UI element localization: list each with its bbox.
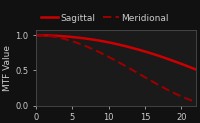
Line: Meridional: Meridional bbox=[36, 35, 196, 102]
Meridional bbox=[195, 101, 197, 103]
Y-axis label: MTF Value: MTF Value bbox=[3, 45, 12, 91]
Sagittal bbox=[130, 47, 132, 48]
Sagittal bbox=[121, 45, 124, 46]
Sagittal bbox=[35, 34, 37, 36]
Meridional bbox=[112, 58, 114, 60]
Meridional bbox=[111, 58, 113, 59]
Sagittal bbox=[112, 43, 114, 44]
Meridional bbox=[35, 34, 37, 36]
Sagittal bbox=[191, 67, 193, 69]
Line: Sagittal: Sagittal bbox=[36, 35, 196, 69]
Sagittal bbox=[195, 69, 197, 70]
Meridional bbox=[121, 64, 124, 65]
Meridional bbox=[191, 100, 193, 101]
Sagittal bbox=[111, 42, 113, 44]
Legend: Sagittal, Meridional: Sagittal, Meridional bbox=[41, 13, 170, 23]
Meridional bbox=[130, 69, 132, 70]
Meridional bbox=[166, 89, 168, 90]
Sagittal bbox=[166, 58, 168, 59]
